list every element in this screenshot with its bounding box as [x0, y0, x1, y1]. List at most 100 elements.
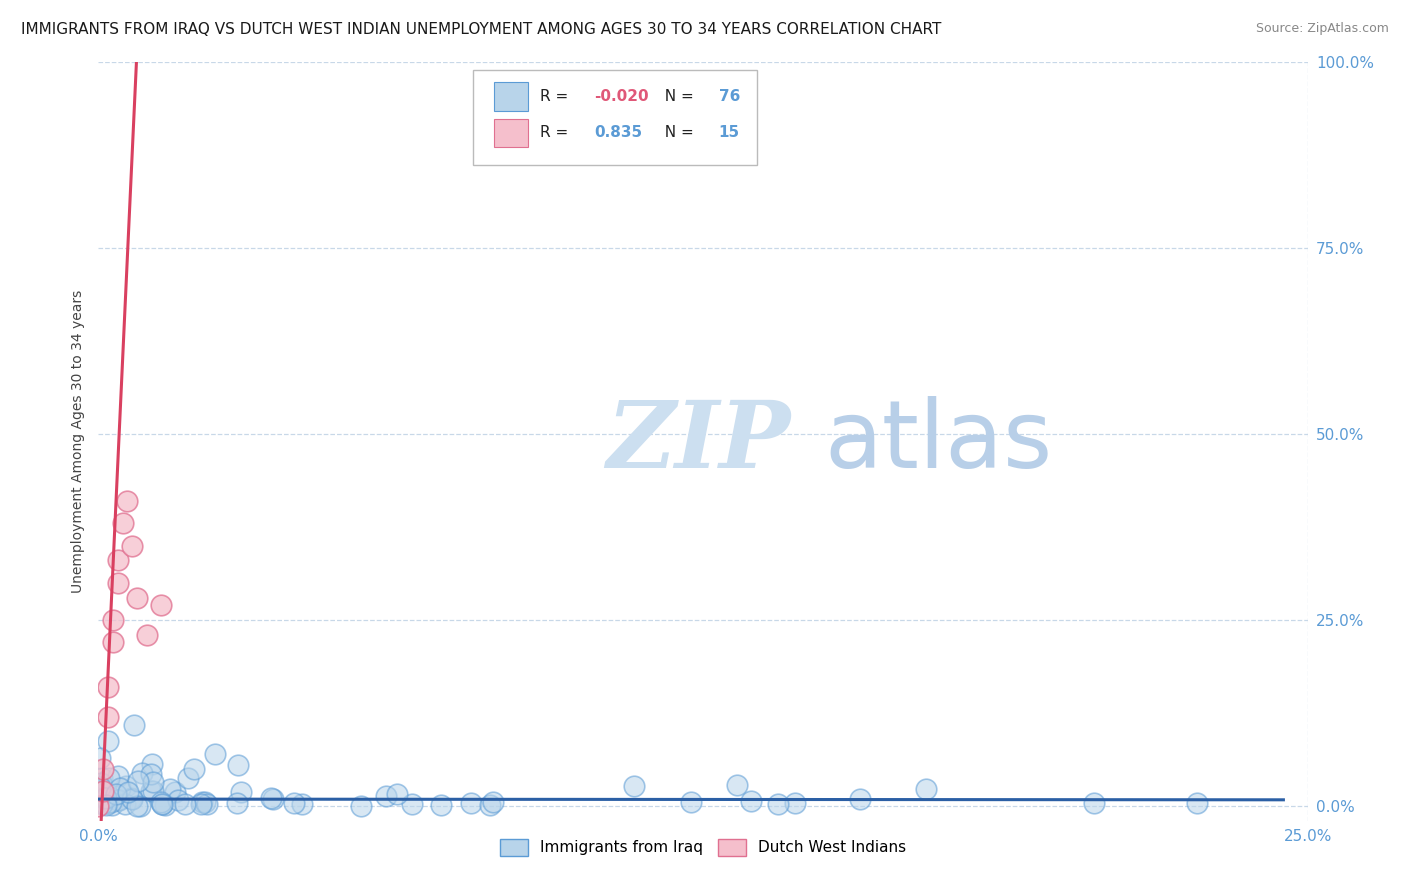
- Point: [97, 709, 120, 723]
- Point: [142, 784, 165, 798]
- Point: [478, 798, 501, 813]
- Point: [135, 628, 157, 642]
- Point: [114, 779, 136, 793]
- Point: [150, 797, 173, 811]
- Point: [122, 718, 145, 732]
- Point: [349, 798, 371, 813]
- Point: [740, 794, 762, 808]
- Text: ZIP: ZIP: [606, 397, 790, 486]
- Bar: [494, 119, 527, 147]
- Point: [107, 769, 129, 783]
- Point: [108, 793, 131, 807]
- Point: [482, 796, 505, 810]
- Text: N =: N =: [655, 126, 699, 140]
- Point: [159, 781, 181, 796]
- Point: [194, 795, 217, 809]
- Point: [127, 798, 149, 813]
- Point: [101, 635, 124, 649]
- Point: [176, 772, 198, 786]
- Point: [725, 778, 748, 792]
- Point: [226, 758, 249, 772]
- Point: [107, 553, 129, 567]
- Point: [163, 785, 186, 799]
- Point: [1185, 797, 1208, 811]
- Point: [141, 784, 163, 798]
- Point: [141, 756, 163, 771]
- Point: [155, 797, 177, 812]
- Point: [783, 797, 806, 811]
- Point: [150, 795, 173, 809]
- Point: [142, 774, 165, 789]
- Point: [623, 779, 645, 793]
- Point: [107, 575, 129, 590]
- Point: [401, 797, 423, 812]
- Point: [97, 795, 120, 809]
- Point: [94, 791, 117, 805]
- Point: [190, 797, 212, 811]
- Point: [90, 771, 112, 785]
- Point: [375, 789, 398, 803]
- Point: [183, 762, 205, 776]
- Point: [100, 795, 122, 809]
- Point: [1083, 796, 1105, 810]
- Point: [150, 797, 173, 812]
- Point: [430, 797, 453, 812]
- Point: [262, 792, 284, 806]
- Point: [849, 791, 872, 805]
- Point: [98, 772, 121, 786]
- Point: [117, 494, 139, 508]
- Point: [91, 797, 114, 812]
- Point: [173, 797, 195, 811]
- Point: [195, 797, 218, 812]
- Point: [131, 766, 153, 780]
- Point: [108, 780, 131, 795]
- Point: [291, 797, 314, 811]
- Point: [191, 795, 214, 809]
- Point: [225, 796, 247, 810]
- Point: [90, 776, 112, 790]
- Text: R =: R =: [540, 89, 572, 104]
- Point: [96, 798, 118, 813]
- Point: [204, 747, 226, 761]
- Text: R =: R =: [540, 126, 572, 140]
- Text: Source: ZipAtlas.com: Source: ZipAtlas.com: [1256, 22, 1389, 36]
- Point: [387, 787, 409, 801]
- Point: [98, 791, 121, 805]
- Point: [150, 598, 173, 612]
- Point: [101, 613, 124, 627]
- Point: [768, 797, 790, 811]
- Bar: [494, 82, 527, 111]
- Point: [283, 797, 305, 811]
- Point: [96, 796, 118, 810]
- Text: N =: N =: [655, 89, 699, 104]
- Point: [101, 797, 124, 812]
- Point: [120, 790, 142, 805]
- Point: [121, 792, 143, 806]
- Text: -0.020: -0.020: [595, 89, 648, 104]
- Text: 15: 15: [718, 126, 740, 140]
- Point: [127, 774, 149, 789]
- Point: [121, 539, 143, 553]
- Point: [97, 680, 120, 694]
- Point: [166, 793, 188, 807]
- Point: [93, 791, 115, 805]
- Point: [117, 784, 139, 798]
- Point: [460, 797, 482, 811]
- Point: [107, 792, 129, 806]
- Point: [104, 787, 127, 801]
- Point: [111, 516, 134, 531]
- Point: [91, 762, 114, 776]
- Text: 0.835: 0.835: [595, 126, 643, 140]
- Point: [681, 795, 703, 809]
- Point: [114, 797, 136, 812]
- Point: [89, 780, 111, 794]
- Text: atlas: atlas: [824, 395, 1052, 488]
- Point: [260, 790, 283, 805]
- Point: [127, 591, 149, 605]
- Legend: Immigrants from Iraq, Dutch West Indians: Immigrants from Iraq, Dutch West Indians: [494, 832, 912, 863]
- Point: [87, 798, 110, 813]
- Point: [98, 789, 121, 804]
- Text: 76: 76: [718, 89, 740, 104]
- Point: [139, 767, 162, 781]
- Point: [89, 751, 111, 765]
